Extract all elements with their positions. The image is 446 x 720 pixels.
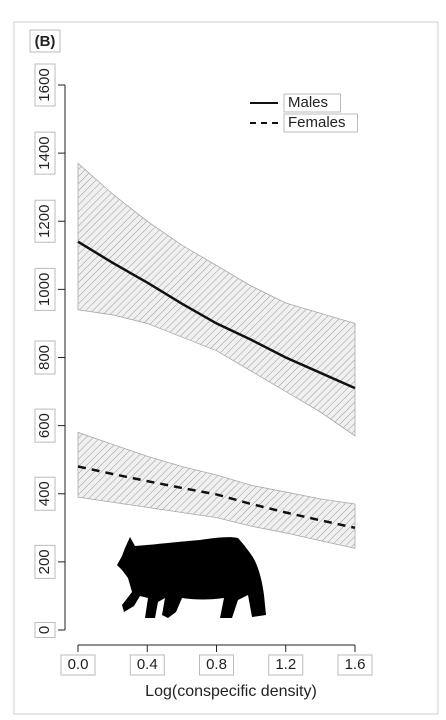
x-tick-label: 0.4 — [137, 656, 158, 673]
y-tick-label: 1600 — [36, 68, 53, 101]
y-tick-label: 400 — [36, 481, 53, 506]
y-tick-group: 600 — [34, 408, 56, 443]
tick-box — [34, 131, 56, 175]
y-tick-label: 1400 — [36, 136, 53, 169]
tick-box — [34, 476, 56, 511]
legend-label: Males — [288, 94, 328, 111]
y-tick-label: 0 — [36, 626, 53, 634]
tick-box — [34, 544, 56, 579]
label-box — [29, 29, 61, 53]
tick-box — [60, 654, 96, 676]
tick-box — [34, 63, 56, 107]
x-axis-label: Log(conspecific density) — [145, 683, 317, 700]
y-tick-group: 1000 — [34, 267, 56, 311]
legend-label: Females — [288, 114, 346, 131]
y-tick-group: 400 — [34, 476, 56, 511]
y-tick-label: 800 — [36, 345, 53, 370]
x-tick-label: 1.6 — [345, 656, 366, 673]
tick-box — [337, 654, 373, 676]
lynx-silhouette — [117, 537, 266, 618]
y-tick-group: 1400 — [34, 131, 56, 175]
tick-box — [268, 654, 304, 676]
line — [77, 465, 356, 530]
y-tick-label: 1200 — [36, 205, 53, 238]
legend-box — [283, 113, 358, 133]
y-tick-label: 200 — [36, 549, 53, 574]
y-tick-label: 1000 — [36, 273, 53, 306]
y-tick-group: 1600 — [34, 63, 56, 107]
y-tick-group: 200 — [34, 544, 56, 579]
confidence-band — [77, 431, 356, 549]
y-tick-label: 600 — [36, 413, 53, 438]
tick-box — [34, 622, 56, 638]
panel-frame — [13, 21, 439, 715]
tick-box — [34, 199, 56, 243]
y-tick-group: 1200 — [34, 199, 56, 243]
tick-box — [34, 340, 56, 375]
x-tick-label: 0.8 — [206, 656, 227, 673]
y-tick-group: 800 — [34, 340, 56, 375]
tick-box — [34, 267, 56, 311]
tick-box — [34, 408, 56, 443]
tick-box — [129, 654, 165, 676]
legend-box — [283, 93, 341, 113]
confidence-band — [77, 162, 356, 437]
panel-label: (B) — [35, 33, 56, 50]
tick-box — [199, 654, 234, 676]
y-tick-group: 0 — [34, 622, 56, 638]
x-tick-label: 1.2 — [275, 656, 296, 673]
x-tick-label: 0.0 — [68, 656, 89, 673]
line — [77, 240, 356, 390]
